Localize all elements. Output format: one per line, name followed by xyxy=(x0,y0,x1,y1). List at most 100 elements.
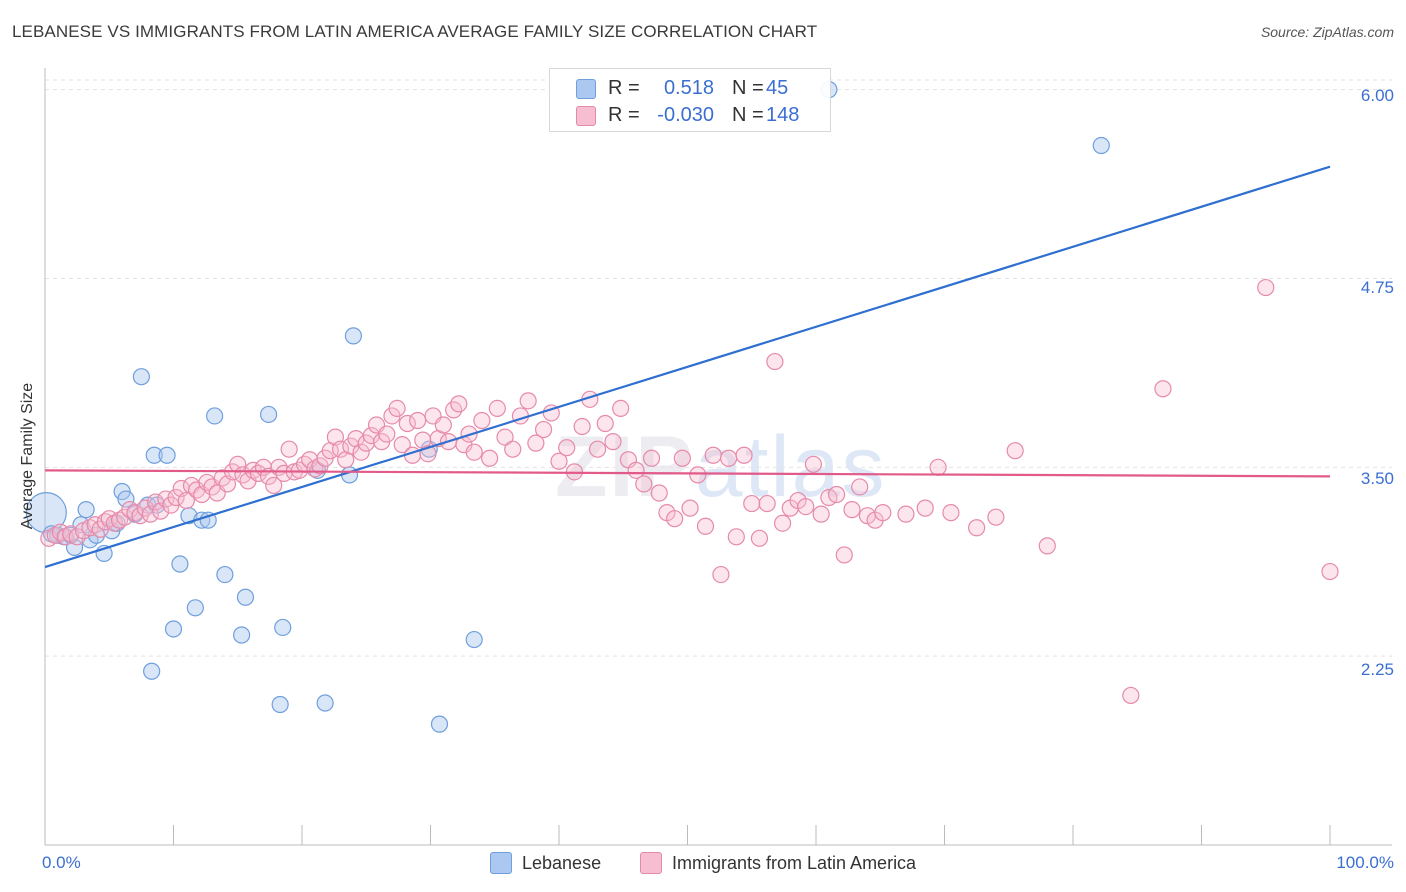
x-tick-label-start: 0.0% xyxy=(42,853,81,872)
latin-america-point xyxy=(496,428,514,446)
lebanese-point xyxy=(171,555,189,573)
latin-america-point xyxy=(843,501,861,519)
latin-america-point xyxy=(666,510,684,528)
latin-america-point xyxy=(280,440,298,458)
latin-america-point xyxy=(1321,562,1339,581)
lebanese-point xyxy=(316,694,334,712)
legend-swatch-lebanese xyxy=(490,852,512,874)
lebanese-point xyxy=(117,490,135,508)
lebanese-point xyxy=(143,662,161,680)
lebanese-point xyxy=(77,501,95,519)
latin-america-point xyxy=(712,565,730,584)
latin-america-point xyxy=(773,514,792,532)
latin-america-point xyxy=(398,414,416,433)
latin-america-point xyxy=(409,411,427,430)
lebanese-point xyxy=(430,715,449,733)
legend-item-latin-america[interactable]: Immigrants from Latin America xyxy=(640,852,916,874)
r-label: R = xyxy=(608,77,640,99)
latin-america-point xyxy=(393,436,411,454)
latin-america-point xyxy=(481,449,499,467)
latin-america-point xyxy=(596,414,614,433)
lebanese-point xyxy=(1092,136,1110,155)
latin-america-point xyxy=(942,504,960,522)
latin-america-point xyxy=(504,440,522,458)
latin-america-point xyxy=(465,443,483,461)
latin-america-point xyxy=(696,517,715,535)
latin-america-point xyxy=(331,440,350,458)
lebanese-point xyxy=(344,327,362,345)
lebanese-point xyxy=(158,446,176,464)
latin-america-point xyxy=(167,488,185,507)
latin-america-point xyxy=(550,452,568,470)
r-value: 0.518 xyxy=(663,77,714,99)
legend-label: Immigrants from Latin America xyxy=(672,852,917,873)
latin-america-point xyxy=(720,449,738,467)
latin-america-point xyxy=(897,505,915,523)
latin-america-point xyxy=(388,399,406,418)
legend-label: Lebanese xyxy=(522,852,602,873)
lebanese-trend-line xyxy=(44,165,1331,569)
latin-america-point xyxy=(1122,686,1140,705)
lebanese-point xyxy=(206,407,224,425)
latin-america-point xyxy=(681,499,699,517)
y-tick-label: 6.00 xyxy=(1360,86,1394,105)
r-label: R = xyxy=(608,104,640,126)
y-tick-label: 2.25 xyxy=(1360,660,1394,679)
lebanese-point xyxy=(199,511,217,529)
latin-america-point xyxy=(650,484,668,502)
latin-america-point xyxy=(588,440,607,458)
n-label: N = xyxy=(732,77,764,99)
y-tick-label: 4.75 xyxy=(1360,278,1394,297)
latin-america-point xyxy=(527,434,545,452)
lebanese-point xyxy=(271,695,289,714)
latin-america-point xyxy=(689,466,707,484)
latin-america-point xyxy=(874,504,892,522)
lebanese-point xyxy=(259,405,278,424)
latin-america-point xyxy=(750,529,769,547)
latin-america-trend-line xyxy=(44,469,1331,478)
latin-america-point xyxy=(488,399,506,418)
source-label: Source: ZipAtlas.com xyxy=(1260,24,1394,40)
latin-america-point xyxy=(673,449,691,467)
legend: Lebanese Immigrants from Latin America xyxy=(0,852,1406,878)
latin-america-point xyxy=(68,528,86,546)
latin-america-point xyxy=(835,546,853,564)
latin-america-point xyxy=(450,395,468,413)
latin-america-point xyxy=(306,460,324,478)
latin-america-point xyxy=(612,399,630,418)
chart-title: LEBANESE VS IMMIGRANTS FROM LATIN AMERIC… xyxy=(12,22,818,41)
lebanese-point xyxy=(186,599,204,617)
lebanese-point xyxy=(25,492,67,534)
lebanese-point xyxy=(145,446,163,464)
lebanese-point xyxy=(164,620,183,638)
latin-america-point xyxy=(758,494,776,513)
y-tick-label: 3.50 xyxy=(1360,469,1394,488)
latin-america-point xyxy=(916,499,934,517)
latin-america-point xyxy=(987,508,1005,526)
latin-america-point xyxy=(558,439,576,457)
lebanese-point xyxy=(216,565,234,584)
latin-america-point xyxy=(642,449,661,467)
latin-america-point xyxy=(929,458,947,476)
latin-america-point xyxy=(177,491,195,510)
latin-america-point xyxy=(851,478,869,496)
lebanese-point xyxy=(465,630,483,649)
n-value: 148 xyxy=(766,104,800,126)
latin-america-point xyxy=(704,446,722,464)
lebanese-point xyxy=(236,588,255,606)
legend-swatch-latin-america xyxy=(640,852,662,874)
latin-america-point xyxy=(473,411,491,430)
n-label: N = xyxy=(732,104,764,126)
latin-america-point xyxy=(110,511,129,529)
latin-america-point xyxy=(735,446,753,464)
latin-america-point xyxy=(86,516,104,534)
latin-america-point xyxy=(265,476,283,495)
latin-america-point xyxy=(635,475,653,493)
legend-item-lebanese[interactable]: Lebanese xyxy=(490,852,601,874)
latin-america-point xyxy=(198,473,216,492)
latin-america-point xyxy=(1154,380,1172,398)
stats-row-latin-america: R = -0.030 N = 148 xyxy=(550,102,830,128)
latin-america-point xyxy=(727,528,745,546)
latin-america-point xyxy=(968,519,986,537)
